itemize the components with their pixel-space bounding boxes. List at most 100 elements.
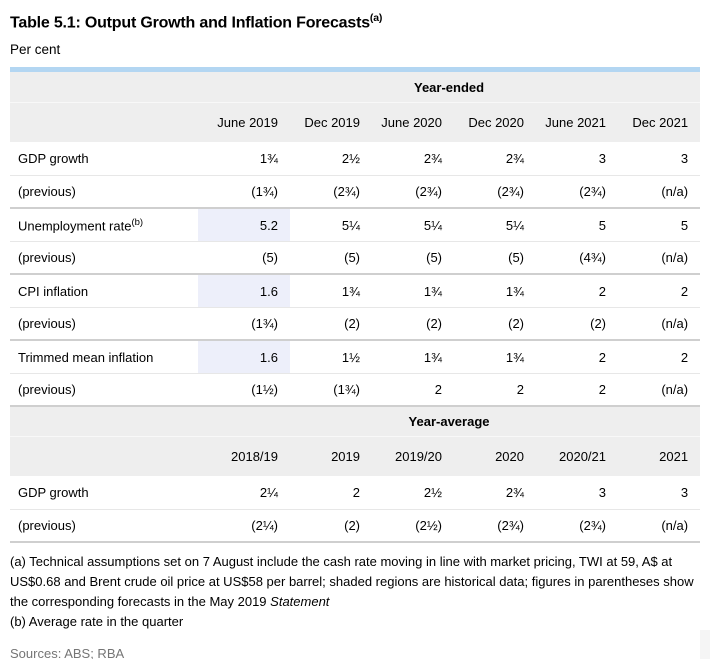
- data-cell: (2): [536, 307, 618, 342]
- data-cell: (n/a): [618, 509, 701, 544]
- data-cell: (5): [198, 241, 290, 276]
- column-header: 2019: [290, 436, 372, 477]
- data-cell: 3: [618, 142, 701, 176]
- data-cell: (5): [372, 241, 454, 276]
- row-label: GDP growth: [10, 142, 198, 176]
- header-spacer-cell: [10, 72, 198, 103]
- data-cell: 5: [618, 208, 701, 242]
- footnote-a-marker: (a): [369, 12, 383, 24]
- year-average-section-header-row: Year-average: [10, 406, 701, 437]
- data-cell: (1¾): [198, 175, 290, 210]
- row-label: (previous): [10, 509, 198, 544]
- table-row-gdp-growth-average: GDP growth 2¼ 2 2½ 2¾ 3 3: [10, 476, 701, 510]
- data-cell: (2): [372, 307, 454, 342]
- data-cell: 2¼: [198, 476, 290, 510]
- column-header: 2021: [618, 436, 701, 477]
- data-cell: (2¾): [372, 175, 454, 210]
- column-header: Dec 2019: [290, 102, 372, 143]
- year-average-column-header-row: 2018/19 2019 2019/20 2020 2020/21 2021: [10, 436, 701, 477]
- data-cell: (n/a): [618, 373, 701, 408]
- data-cell: (1¾): [198, 307, 290, 342]
- data-cell: (2¼): [198, 509, 290, 544]
- data-cell: 2: [536, 373, 618, 408]
- table-top-accent-bar: [10, 67, 700, 73]
- data-cell: 1¾: [372, 340, 454, 374]
- header-spacer-cell: [10, 406, 198, 437]
- data-cell: 3: [618, 476, 701, 510]
- table-row-unemployment-rate: Unemployment rate(b) 5.2 5¼ 5¼ 5¼ 5 5: [10, 208, 701, 242]
- data-cell: 2½: [372, 476, 454, 510]
- data-cell: (2¾): [536, 509, 618, 544]
- year-ended-column-header-row: June 2019 Dec 2019 June 2020 Dec 2020 Ju…: [10, 102, 701, 143]
- column-header: June 2019: [198, 102, 290, 143]
- data-cell: 5¼: [372, 208, 454, 242]
- data-cell: 1¾: [454, 274, 536, 308]
- footnote-a-italic: Statement: [270, 594, 330, 610]
- data-cell: (1¾): [290, 373, 372, 408]
- table-row-unemployment-previous: (previous) (5) (5) (5) (5) (4¾) (n/a): [10, 241, 701, 276]
- data-cell: 1¾: [198, 142, 290, 176]
- column-header: Dec 2021: [618, 102, 701, 143]
- data-cell: 2: [290, 476, 372, 510]
- data-cell-historical: 1.6: [198, 274, 290, 308]
- scrollbar-thumb[interactable]: [700, 630, 710, 659]
- column-header: 2020: [454, 436, 536, 477]
- data-cell: (5): [290, 241, 372, 276]
- footnote-b-marker: (b): [131, 216, 144, 228]
- data-cell: 1¾: [372, 274, 454, 308]
- data-cell: (2): [290, 509, 372, 544]
- data-cell: (1½): [198, 373, 290, 408]
- data-cell: 2¾: [454, 476, 536, 510]
- data-cell: 2: [618, 340, 701, 374]
- data-cell: 5¼: [454, 208, 536, 242]
- row-label: Trimmed mean inflation: [10, 340, 198, 374]
- footnote-a-text: (a) Technical assumptions set on 7 Augus…: [10, 554, 694, 610]
- data-cell: 3: [536, 476, 618, 510]
- data-cell: (2½): [372, 509, 454, 544]
- column-header: 2020/21: [536, 436, 618, 477]
- column-header: 2018/19: [198, 436, 290, 477]
- sources-line: Sources: ABS; RBA: [10, 646, 125, 659]
- table-row-cpi-previous: (previous) (1¾) (2) (2) (2) (2) (n/a): [10, 307, 701, 342]
- year-ended-section-header-row: Year-ended: [10, 72, 701, 103]
- header-spacer-cell: [10, 102, 198, 143]
- data-cell: (2¾): [536, 175, 618, 210]
- table-row-cpi-inflation: CPI inflation 1.6 1¾ 1¾ 1¾ 2 2: [10, 274, 701, 308]
- column-header: Dec 2020: [454, 102, 536, 143]
- table-row-trimmed-mean-previous: (previous) (1½) (1¾) 2 2 2 (n/a): [10, 373, 701, 408]
- data-cell: 1½: [290, 340, 372, 374]
- row-label: (previous): [10, 307, 198, 342]
- column-header: June 2021: [536, 102, 618, 143]
- data-cell: 1¾: [454, 340, 536, 374]
- table-row-gdp-previous: (previous) (1¾) (2¾) (2¾) (2¾) (2¾) (n/a…: [10, 175, 701, 210]
- data-cell: (2): [454, 307, 536, 342]
- data-cell: 2¾: [454, 142, 536, 176]
- section-header-year-average: Year-average: [198, 406, 701, 437]
- forecast-table: Year-ended June 2019 Dec 2019 June 2020 …: [10, 72, 701, 544]
- footnotes: (a) Technical assumptions set on 7 Augus…: [10, 552, 700, 659]
- table-row-trimmed-mean-inflation: Trimmed mean inflation 1.6 1½ 1¾ 1¾ 2 2: [10, 340, 701, 374]
- data-cell: (2¾): [454, 175, 536, 210]
- data-cell-historical: 1.6: [198, 340, 290, 374]
- page-title-text: Table 5.1: Output Growth and Inflation F…: [10, 14, 370, 32]
- data-cell: (4¾): [536, 241, 618, 276]
- data-cell: 2: [536, 274, 618, 308]
- row-label: (previous): [10, 373, 198, 408]
- row-label: GDP growth: [10, 476, 198, 510]
- table-row-gdp-growth: GDP growth 1¾ 2½ 2¾ 2¾ 3 3: [10, 142, 701, 176]
- footnote-a: (a) Technical assumptions set on 7 Augus…: [10, 552, 700, 612]
- row-label: (previous): [10, 175, 198, 210]
- row-label: (previous): [10, 241, 198, 276]
- header-spacer-cell: [10, 436, 198, 477]
- data-cell: 5: [536, 208, 618, 242]
- data-cell: 3: [536, 142, 618, 176]
- row-label-text: Unemployment rate: [18, 218, 132, 234]
- data-cell: (2): [290, 307, 372, 342]
- page-title: Table 5.1: Output Growth and Inflation F…: [10, 7, 700, 34]
- data-cell: 2: [372, 373, 454, 408]
- data-cell: (2¾): [454, 509, 536, 544]
- data-cell: 2: [618, 274, 701, 308]
- data-cell: 2: [536, 340, 618, 374]
- data-cell: 2¾: [372, 142, 454, 176]
